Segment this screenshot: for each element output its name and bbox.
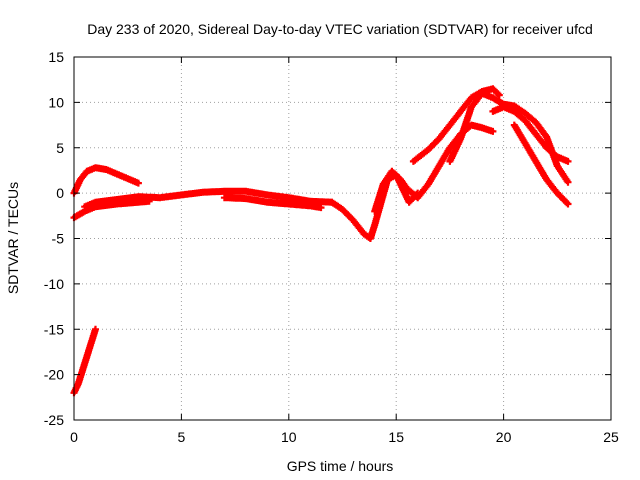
plus-markers xyxy=(81,187,336,211)
y-tick-label: -15 xyxy=(44,321,64,337)
series-arc-1 xyxy=(70,325,99,397)
grid xyxy=(74,57,611,420)
y-tick-label: -25 xyxy=(44,412,64,428)
data-points xyxy=(70,85,572,397)
y-axis-label: SDTVAR / TECUs xyxy=(5,182,21,294)
x-tick-label: 25 xyxy=(603,429,619,445)
plus-markers xyxy=(70,164,142,197)
series-arc-9 xyxy=(446,89,572,186)
x-tick-label: 20 xyxy=(496,429,512,445)
series-arc-5 xyxy=(220,194,325,212)
x-tick-label: 0 xyxy=(70,429,78,445)
plus-markers xyxy=(446,89,572,186)
series-arc-2 xyxy=(70,164,142,197)
chart-title: Day 233 of 2020, Sidereal Day-to-day VTE… xyxy=(87,21,593,37)
x-tick-label: 15 xyxy=(388,429,404,445)
plus-markers xyxy=(70,325,99,397)
y-tick-label: 10 xyxy=(48,94,64,110)
series-arc-10 xyxy=(489,103,572,165)
plus-markers xyxy=(220,194,325,212)
x-tick-label: 10 xyxy=(281,429,297,445)
series-arc-11 xyxy=(510,121,572,208)
x-tick-label: 5 xyxy=(178,429,186,445)
plus-markers xyxy=(510,121,572,208)
y-tick-label: 15 xyxy=(48,49,64,65)
y-tick-label: -20 xyxy=(44,367,64,383)
y-tick-label: 5 xyxy=(56,140,64,156)
plus-markers xyxy=(489,103,572,165)
y-tick-label: -10 xyxy=(44,276,64,292)
axes: 0 5 10 15 20 25 -25 -20 -15 -10 -5 0 5 10 15 xyxy=(44,49,619,445)
y-tick-label: -5 xyxy=(52,231,65,247)
series-arc-4 xyxy=(81,187,336,211)
plus-markers xyxy=(371,121,497,215)
x-axis-label: GPS time / hours xyxy=(287,458,394,474)
series-arc-7 xyxy=(371,121,497,215)
y-tick-label: 0 xyxy=(56,185,64,201)
